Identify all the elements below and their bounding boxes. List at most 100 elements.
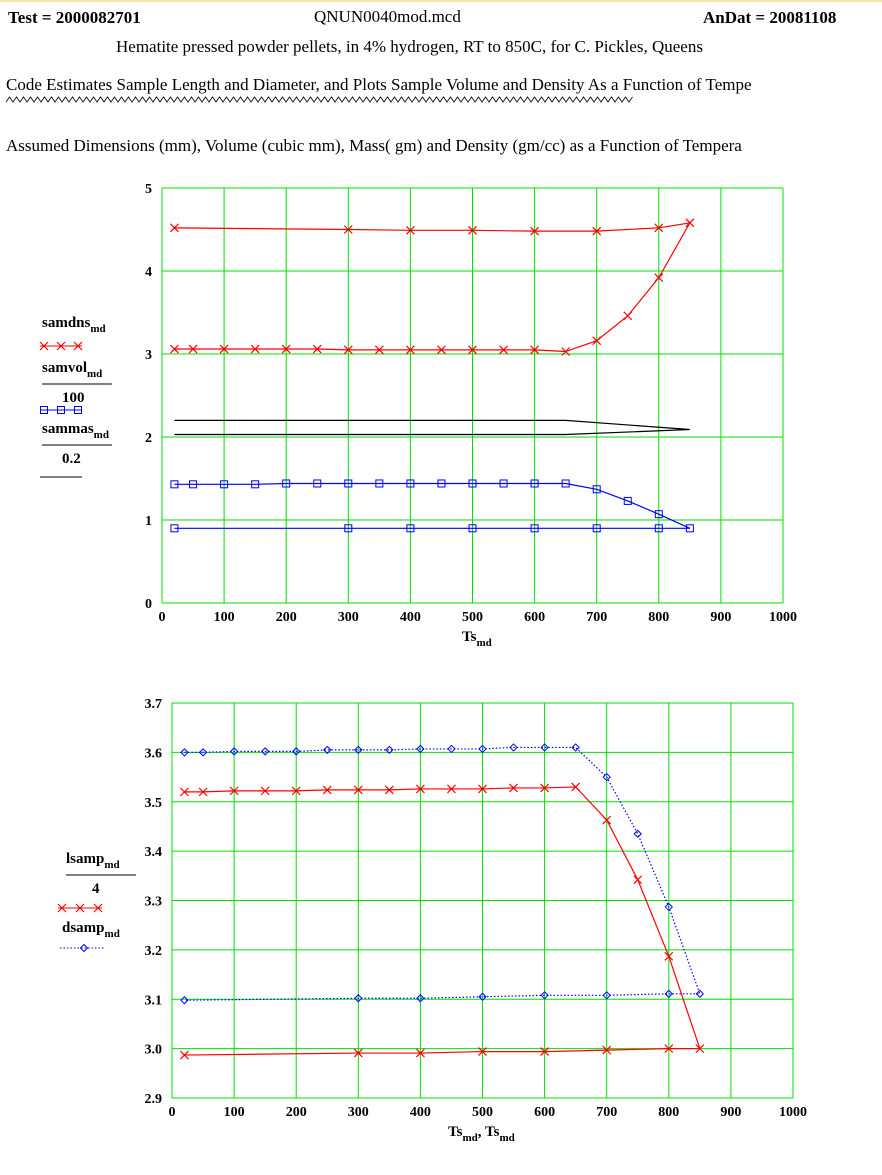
data-point-2-0-0 (179, 787, 189, 797)
header-rule (0, 0, 882, 2)
data-point-2-0-1 (198, 787, 208, 797)
y-tick-label-2: 3.1 (145, 993, 163, 1008)
x-tick-label-9: 900 (710, 610, 731, 625)
x-tick-label-7: 700 (596, 1105, 617, 1120)
y-tick-label-0: 2.9 (145, 1092, 163, 1107)
data-point-1-1-10 (468, 479, 477, 488)
data-point-1-0-6 (654, 223, 664, 233)
data-point-2-1-3 (260, 747, 270, 756)
legend-marker-1-1 (57, 406, 65, 414)
data-point-2-1-7 (385, 745, 394, 755)
y-tick-label-5: 5 (145, 182, 152, 197)
y-tick-label-0: 0 (145, 597, 152, 612)
data-point-2-0-8 (415, 784, 425, 794)
legend-marker-0-0 (39, 341, 49, 351)
data-point-2-1-6 (354, 745, 363, 755)
data-point-1-0-0 (169, 223, 179, 233)
data-point-2-1-17 (695, 989, 705, 999)
data-point-2-1-21 (478, 992, 487, 1001)
data-point-2-0-7 (384, 785, 394, 795)
data-point-1-0-20 (281, 344, 291, 354)
data-point-1-1-19 (592, 524, 601, 533)
data-point-1-0-18 (343, 345, 353, 355)
data-point-1-1-16 (654, 510, 663, 519)
data-point-2-1-0 (180, 748, 189, 757)
x-axis-label: Tsmd, Tsmd (448, 1124, 515, 1144)
legend-marker-0-2 (93, 903, 103, 913)
data-point-1-1-1 (189, 480, 198, 489)
x-tick-label-1: 100 (214, 610, 235, 625)
x-tick-label-4: 400 (400, 610, 421, 625)
y-tick-label-8: 3.7 (145, 697, 163, 712)
data-point-1-0-11 (561, 347, 571, 356)
data-point-1-0-1 (343, 225, 353, 234)
legend-marker-0-0 (57, 903, 67, 913)
data-point-1-1-11 (499, 479, 508, 488)
data-point-2-0-17 (695, 1044, 705, 1054)
x-tick-label-5: 500 (472, 1105, 493, 1120)
data-point-1-0-3 (468, 225, 477, 235)
x-tick-label-3: 300 (338, 610, 359, 625)
data-point-1-1-9 (437, 479, 446, 488)
zigzag-underline (5, 96, 633, 103)
series-line-1-1 (174, 482, 691, 529)
data-point-2-0-11 (509, 783, 518, 793)
x-tick-label-10: 1000 (779, 1105, 807, 1120)
data-point-2-0-18 (664, 1044, 674, 1054)
data-point-1-0-17 (374, 345, 384, 355)
x-tick-label-0: 0 (169, 1105, 176, 1120)
data-point-2-1-11 (509, 743, 518, 752)
data-point-2-0-20 (540, 1047, 550, 1057)
data-point-1-1-20 (530, 524, 539, 533)
x-tick-label-0: 0 (159, 610, 166, 625)
data-point-2-1-23 (354, 994, 363, 1003)
data-point-1-1-13 (561, 479, 570, 488)
data-point-2-0-9 (447, 784, 456, 794)
y-tick-label-3: 3 (145, 348, 152, 363)
legend-marker-1-2 (74, 406, 82, 414)
data-point-2-0-10 (478, 784, 487, 794)
data-point-1-0-8 (654, 273, 664, 283)
data-point-1-1-23 (344, 524, 353, 533)
data-point-2-0-3 (260, 786, 270, 796)
data-point-1-0-10 (592, 336, 602, 346)
data-point-2-1-1 (198, 748, 208, 757)
series-line-2-0 (184, 786, 701, 1056)
x-tick-label-2: 200 (276, 610, 297, 625)
data-point-1-1-2 (220, 480, 229, 489)
data-point-2-0-13 (571, 782, 581, 792)
y-tick-label-2: 2 (145, 431, 152, 446)
legend-marker-1-0 (40, 406, 48, 414)
data-point-1-0-24 (169, 344, 179, 354)
x-tick-label-4: 400 (410, 1105, 431, 1120)
data-point-2-0-15 (633, 875, 643, 885)
data-point-1-1-22 (406, 524, 415, 533)
legend-marker-0-2 (73, 341, 83, 351)
data-point-2-1-22 (416, 994, 425, 1003)
data-point-1-0-5 (592, 226, 602, 236)
data-point-1-0-2 (405, 225, 415, 235)
data-point-1-1-21 (468, 524, 477, 533)
x-tick-label-8: 800 (658, 1105, 679, 1120)
data-point-2-1-14 (602, 772, 611, 782)
x-tick-label-10: 1000 (769, 610, 797, 625)
data-point-1-1-24 (170, 524, 179, 533)
data-point-1-1-4 (282, 479, 291, 488)
legend-marker-1-0 (79, 943, 89, 953)
data-point-2-1-5 (323, 745, 332, 755)
data-point-2-0-5 (322, 785, 332, 795)
data-point-2-1-9 (447, 744, 456, 754)
x-tick-label-7: 700 (586, 610, 607, 625)
data-point-2-0-12 (540, 783, 550, 793)
data-point-1-0-7 (685, 218, 695, 228)
y-tick-label-1: 1 (145, 514, 152, 529)
data-point-2-1-15 (633, 829, 642, 839)
data-point-1-1-3 (251, 480, 260, 489)
x-tick-label-6: 600 (534, 1105, 555, 1120)
data-point-1-1-18 (654, 524, 663, 533)
series-line-2-1 (184, 746, 701, 1001)
data-point-1-1-7 (375, 479, 384, 488)
assumed-note: Assumed Dimensions (mm), Volume (cubic m… (6, 136, 742, 155)
